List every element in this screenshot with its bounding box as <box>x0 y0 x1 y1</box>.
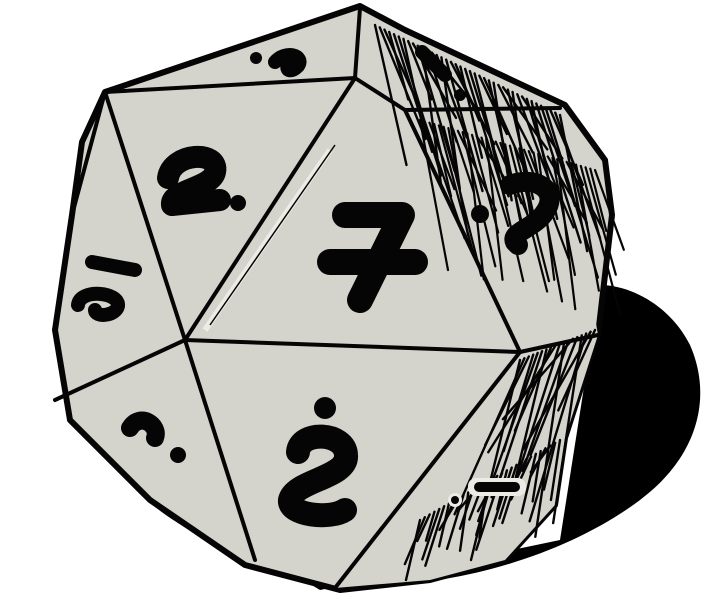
die-shadow <box>120 285 701 590</box>
face-mark-bottom-right <box>448 478 526 507</box>
face-mark-bottom <box>278 424 358 528</box>
highlight-streak <box>202 148 333 332</box>
face-mark-lower-left <box>121 411 165 447</box>
face-mark-right <box>500 171 560 255</box>
face-mark-center <box>317 202 428 313</box>
face-mark-upper-left <box>157 146 231 216</box>
face-edges <box>53 6 600 590</box>
face-mark-top-right <box>415 45 452 82</box>
face-mark-top <box>268 48 307 78</box>
face-mark-left <box>71 255 142 322</box>
